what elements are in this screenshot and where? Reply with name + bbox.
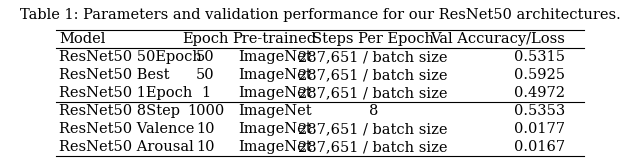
Text: ImageNet: ImageNet [238,122,312,136]
Text: Epoch: Epoch [182,32,228,46]
Text: 0.0177: 0.0177 [514,122,565,136]
Text: 10: 10 [196,140,215,154]
Text: 0.5353: 0.5353 [514,104,565,118]
Text: ResNet50 Best: ResNet50 Best [59,68,170,82]
Text: ImageNet: ImageNet [238,140,312,154]
Text: 1000: 1000 [187,104,224,118]
Text: 287,651 / batch size: 287,651 / batch size [298,140,448,154]
Text: ResNet50 Valence: ResNet50 Valence [59,122,195,136]
Text: 0.0167: 0.0167 [514,140,565,154]
Text: 10: 10 [196,122,215,136]
Text: ResNet50 1Epoch: ResNet50 1Epoch [59,86,193,100]
Text: 287,651 / batch size: 287,651 / batch size [298,122,448,136]
Text: 50: 50 [196,50,215,64]
Text: 287,651 / batch size: 287,651 / batch size [298,86,448,100]
Text: 287,651 / batch size: 287,651 / batch size [298,50,448,64]
Text: 0.5925: 0.5925 [514,68,565,82]
Text: Val Accuracy/Loss: Val Accuracy/Loss [430,32,565,46]
Text: ResNet50 50Epoch: ResNet50 50Epoch [59,50,202,64]
Text: 0.4972: 0.4972 [514,86,565,100]
Text: 50: 50 [196,68,215,82]
Text: ResNet50 Arousal: ResNet50 Arousal [59,140,194,154]
Text: Table 1: Parameters and validation performance for our ResNet50 architectures.: Table 1: Parameters and validation perfo… [20,8,620,22]
Text: 8: 8 [369,104,378,118]
Text: ResNet50 8Step: ResNet50 8Step [59,104,180,118]
Text: ImageNet: ImageNet [238,86,312,100]
Text: Steps Per Epoch: Steps Per Epoch [312,32,435,46]
Text: ImageNet: ImageNet [238,68,312,82]
Text: ImageNet: ImageNet [238,104,312,118]
Text: ImageNet: ImageNet [238,50,312,64]
Text: Pre-trained: Pre-trained [233,32,317,46]
Text: Model: Model [59,32,106,46]
Text: 0.5315: 0.5315 [514,50,565,64]
Text: 287,651 / batch size: 287,651 / batch size [298,68,448,82]
Text: 1: 1 [201,86,210,100]
